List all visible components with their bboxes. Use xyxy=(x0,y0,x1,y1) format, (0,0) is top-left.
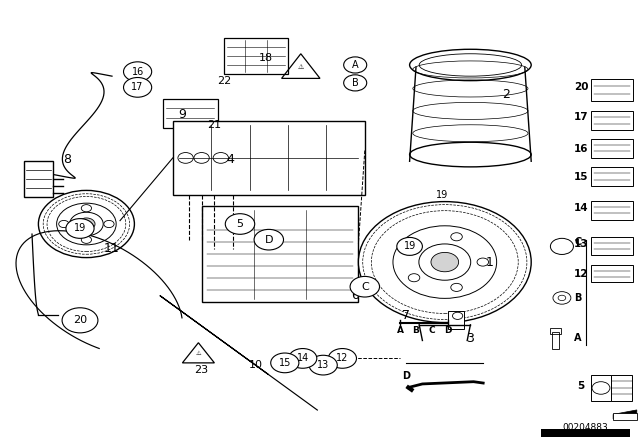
Circle shape xyxy=(271,353,299,373)
Circle shape xyxy=(81,236,92,243)
Text: 15: 15 xyxy=(574,172,588,182)
FancyBboxPatch shape xyxy=(591,375,611,401)
Text: 7: 7 xyxy=(403,309,410,323)
FancyBboxPatch shape xyxy=(173,121,365,195)
Circle shape xyxy=(289,349,317,368)
FancyBboxPatch shape xyxy=(591,79,633,101)
Circle shape xyxy=(124,62,152,82)
Text: 20: 20 xyxy=(73,315,87,325)
Text: A: A xyxy=(352,60,358,70)
Circle shape xyxy=(451,233,462,241)
Circle shape xyxy=(344,75,367,91)
FancyBboxPatch shape xyxy=(202,206,358,302)
Circle shape xyxy=(397,237,422,255)
Circle shape xyxy=(38,190,134,258)
Text: 00204883: 00204883 xyxy=(563,423,609,432)
Text: ⚠: ⚠ xyxy=(298,64,304,70)
Circle shape xyxy=(62,308,98,333)
Circle shape xyxy=(344,57,367,73)
Text: 3: 3 xyxy=(467,332,474,345)
Text: 15: 15 xyxy=(278,358,291,368)
Circle shape xyxy=(254,229,284,250)
Text: 21: 21 xyxy=(207,121,221,130)
Polygon shape xyxy=(613,410,637,419)
Text: 9: 9 xyxy=(179,108,186,121)
Text: 8: 8 xyxy=(63,152,71,166)
Circle shape xyxy=(104,220,114,228)
Text: D: D xyxy=(402,371,410,381)
Text: 6: 6 xyxy=(351,289,359,302)
Text: 18: 18 xyxy=(259,53,273,63)
Text: 5: 5 xyxy=(577,381,585,391)
Text: B: B xyxy=(352,78,358,88)
Text: 17: 17 xyxy=(574,112,588,122)
Text: 16: 16 xyxy=(574,144,588,154)
FancyBboxPatch shape xyxy=(448,311,464,329)
Text: 10: 10 xyxy=(249,360,263,370)
Circle shape xyxy=(350,276,380,297)
Text: 20: 20 xyxy=(574,82,588,92)
FancyBboxPatch shape xyxy=(591,111,633,130)
Text: 13: 13 xyxy=(317,360,330,370)
Circle shape xyxy=(477,258,488,266)
FancyBboxPatch shape xyxy=(591,139,633,158)
Text: 11: 11 xyxy=(104,242,120,255)
Circle shape xyxy=(328,349,356,368)
Circle shape xyxy=(408,274,420,282)
Text: A: A xyxy=(397,326,403,335)
Circle shape xyxy=(431,252,459,272)
Text: 2: 2 xyxy=(502,87,509,101)
Text: D: D xyxy=(444,326,452,335)
Text: C: C xyxy=(361,282,369,292)
Circle shape xyxy=(78,218,95,230)
FancyBboxPatch shape xyxy=(24,161,53,197)
FancyBboxPatch shape xyxy=(591,167,633,186)
Text: 1: 1 xyxy=(486,255,493,269)
Circle shape xyxy=(66,219,94,238)
Text: C: C xyxy=(574,237,582,247)
FancyBboxPatch shape xyxy=(163,99,218,128)
Text: 22: 22 xyxy=(217,76,231,86)
FancyBboxPatch shape xyxy=(591,201,633,220)
Text: 13: 13 xyxy=(574,239,588,249)
Text: B: B xyxy=(413,326,419,335)
Text: 16: 16 xyxy=(131,67,144,77)
Text: 12: 12 xyxy=(336,353,349,363)
Text: 19: 19 xyxy=(435,190,448,200)
Text: 23: 23 xyxy=(195,365,209,375)
Circle shape xyxy=(408,242,420,250)
Circle shape xyxy=(358,202,531,323)
FancyBboxPatch shape xyxy=(611,375,632,401)
Circle shape xyxy=(59,220,69,228)
Text: 12: 12 xyxy=(574,269,588,279)
Text: D: D xyxy=(264,235,273,245)
Circle shape xyxy=(124,78,152,97)
Circle shape xyxy=(225,214,255,234)
Text: ⚠: ⚠ xyxy=(196,351,201,357)
FancyBboxPatch shape xyxy=(613,413,637,420)
Circle shape xyxy=(451,283,462,291)
Text: 17: 17 xyxy=(131,82,144,92)
Bar xyxy=(541,429,630,437)
FancyBboxPatch shape xyxy=(591,237,633,255)
Text: A: A xyxy=(574,333,582,343)
Text: B: B xyxy=(574,293,582,303)
Circle shape xyxy=(81,205,92,212)
FancyBboxPatch shape xyxy=(591,265,633,282)
Text: 14: 14 xyxy=(296,353,309,363)
Text: C: C xyxy=(429,326,435,335)
FancyBboxPatch shape xyxy=(224,38,288,74)
Circle shape xyxy=(309,355,337,375)
Text: 19: 19 xyxy=(403,241,416,251)
Text: 5: 5 xyxy=(237,219,243,229)
Text: 14: 14 xyxy=(574,203,588,213)
Text: 19: 19 xyxy=(74,224,86,233)
Text: 4: 4 xyxy=(227,152,234,166)
